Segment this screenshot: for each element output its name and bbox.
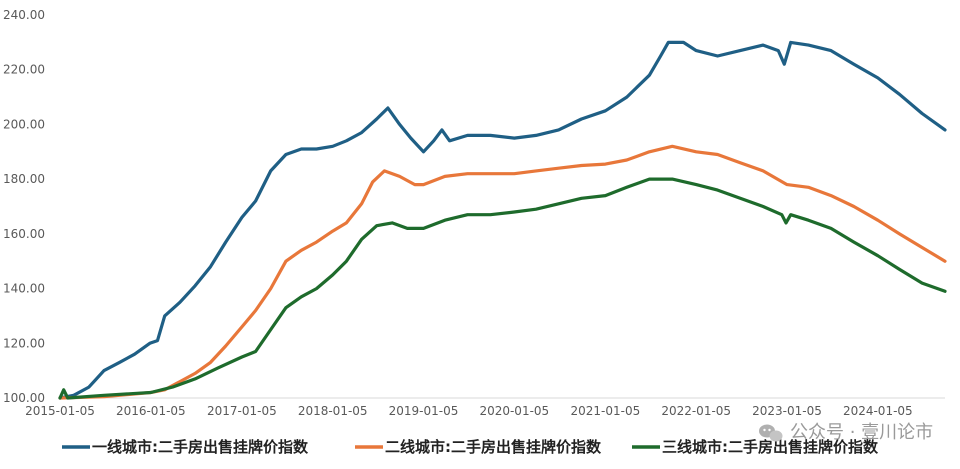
y-tick-label: 200.00 <box>3 117 45 131</box>
y-tick-label: 240.00 <box>3 8 45 22</box>
series-line-2 <box>58 144 947 400</box>
legend-item-1: 一线城市:二手房出售挂牌价指数 <box>62 438 309 456</box>
legend-item-2: 二线城市:二手房出售挂牌价指数 <box>355 438 602 456</box>
y-axis-tick-labels: 100.00 120.00 140.00 160.00 180.00 200.00 220.… <box>3 8 45 405</box>
y-tick-label: 220.00 <box>3 63 45 77</box>
x-tick-label: 2020-01-05 <box>479 404 549 418</box>
x-tick-label: 2021-01-05 <box>571 404 641 418</box>
y-tick-label: 160.00 <box>3 227 45 241</box>
x-tick-label: 2017-01-05 <box>207 404 277 418</box>
y-tick-label: 120.00 <box>3 336 45 350</box>
wechat-icon <box>759 424 783 442</box>
watermark-text: 公众号 · 壹川论市 <box>790 422 933 443</box>
x-tick-label: 2019-01-05 <box>389 404 459 418</box>
x-tick-label: 2018-01-05 <box>298 404 368 418</box>
series-line-1 <box>58 40 947 400</box>
series-line-3 <box>58 177 947 400</box>
y-tick-label: 140.00 <box>3 282 45 296</box>
x-tick-label: 2015-01-05 <box>25 404 95 418</box>
x-tick-label: 2022-01-05 <box>661 404 731 418</box>
y-tick-label: 100.00 <box>3 391 45 405</box>
legend-label: 三线城市:二手房出售挂牌价指数 <box>662 438 879 456</box>
legend-item-3: 三线城市:二手房出售挂牌价指数 <box>632 438 879 456</box>
x-tick-label: 2024-01-05 <box>843 404 913 418</box>
watermark: 公众号 · 壹川论市 <box>759 422 933 443</box>
legend-label: 二线城市:二手房出售挂牌价指数 <box>385 438 602 456</box>
x-tick-label: 2016-01-05 <box>116 404 186 418</box>
x-tick-label: 2023-01-05 <box>752 404 822 418</box>
y-tick-label: 180.00 <box>3 172 45 186</box>
legend-label: 一线城市:二手房出售挂牌价指数 <box>92 438 309 456</box>
series-lines <box>58 40 947 400</box>
x-axis-tick-labels: 2015-01-05 2016-01-05 2017-01-05 2018-01-05… <box>25 404 913 418</box>
legend: 一线城市:二手房出售挂牌价指数 二线城市:二手房出售挂牌价指数 三线城市:二手房出售… <box>62 438 879 456</box>
